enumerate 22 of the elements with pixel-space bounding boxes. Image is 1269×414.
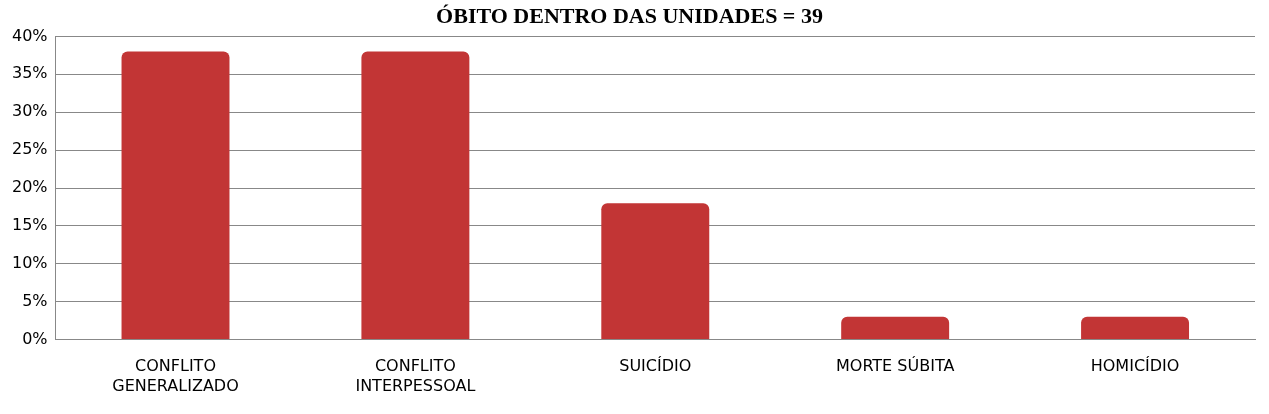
y-tick-label: 35% xyxy=(12,63,48,83)
category-label: INTERPESSOAL xyxy=(355,375,476,395)
y-tick-label: 25% xyxy=(12,139,48,159)
category-label: CONFLITO xyxy=(374,356,456,376)
bar xyxy=(601,203,710,340)
chart-title: ÓBITO DENTRO DAS UNIDADES = 39 xyxy=(436,2,823,28)
y-tick-label: 5% xyxy=(22,290,48,310)
category-label: CONFLITO xyxy=(135,356,216,376)
y-tick-label: 20% xyxy=(12,177,48,197)
y-tick-label: 40% xyxy=(12,25,48,45)
bar xyxy=(1081,316,1190,340)
category-label: SUICÍDIO xyxy=(619,356,692,376)
bar xyxy=(361,51,470,340)
y-tick-label: 10% xyxy=(12,252,48,272)
y-tick-label: 15% xyxy=(12,215,48,235)
category-label: GENERALIZADO xyxy=(112,375,239,395)
bar xyxy=(841,316,950,340)
bar xyxy=(121,51,230,340)
y-tick-label: 30% xyxy=(12,101,48,121)
category-label: HOMICÍDIO xyxy=(1090,356,1180,376)
category-label: MORTE SÚBITA xyxy=(835,356,955,376)
y-tick-label: 0% xyxy=(22,328,48,348)
